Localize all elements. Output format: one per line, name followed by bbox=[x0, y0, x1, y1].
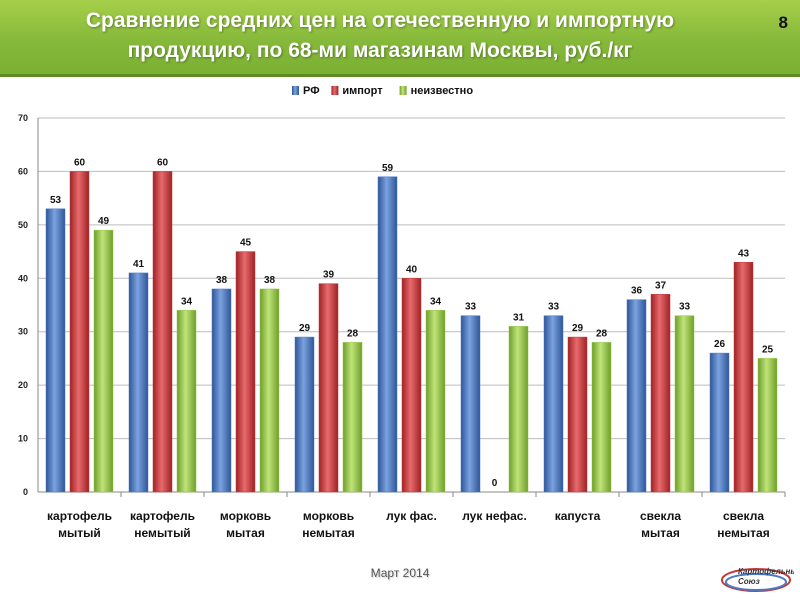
bar-unknown bbox=[93, 229, 114, 493]
y-tick-label: 10 bbox=[18, 434, 28, 444]
x-category-label: морковь bbox=[303, 509, 354, 523]
data-label: 28 bbox=[596, 328, 608, 339]
bar-import bbox=[733, 262, 754, 493]
bar-import bbox=[318, 283, 339, 493]
data-label: 38 bbox=[264, 275, 276, 286]
x-category-label: капуста bbox=[555, 509, 601, 523]
bar-import bbox=[567, 336, 588, 493]
data-label: 33 bbox=[465, 302, 477, 313]
bar-rf bbox=[45, 208, 66, 493]
page-number: 8 bbox=[778, 13, 788, 32]
bar-rf bbox=[709, 352, 730, 493]
bar-rf bbox=[626, 299, 647, 493]
data-label: 26 bbox=[714, 339, 726, 350]
bar-rf bbox=[460, 315, 481, 493]
x-category-label: мытая bbox=[226, 526, 265, 540]
bar-unknown bbox=[342, 342, 363, 493]
data-label: 34 bbox=[430, 296, 442, 307]
data-label: 49 bbox=[98, 216, 110, 227]
bar-rf bbox=[377, 176, 398, 493]
data-label: 37 bbox=[655, 280, 667, 291]
bar-unknown bbox=[425, 310, 446, 493]
y-tick-label: 60 bbox=[18, 166, 28, 176]
title-line-2: продукцию, по 68-ми магазинам Москвы, ру… bbox=[127, 39, 633, 62]
bar-unknown bbox=[591, 342, 612, 493]
data-label: 0 bbox=[492, 478, 498, 489]
x-category-label: лук нефас. bbox=[462, 509, 527, 523]
bars bbox=[45, 171, 778, 493]
legend-swatch-rf bbox=[292, 86, 299, 95]
x-category-label: немытая bbox=[302, 526, 354, 540]
x-category-label: свекла bbox=[723, 509, 764, 523]
bar-chart: 0 10 20 30 40 50 60 70 картофель мытый картофель не… bbox=[18, 85, 786, 540]
bar-rf bbox=[294, 336, 315, 493]
data-label: 29 bbox=[299, 323, 311, 334]
y-tick-label: 20 bbox=[18, 380, 28, 390]
data-labels: 53 60 49 41 60 34 38 45 38 29 39 28 59 40 34 33 0 31 33 29 2… bbox=[50, 157, 774, 489]
x-category-label: морковь bbox=[220, 509, 271, 523]
legend-swatch-unknown bbox=[399, 86, 407, 95]
data-label: 29 bbox=[572, 323, 584, 334]
bar-unknown bbox=[259, 288, 280, 493]
bar-import bbox=[69, 171, 90, 493]
legend-label: импорт bbox=[342, 85, 383, 97]
legend-swatch-import bbox=[331, 86, 339, 95]
bar-unknown bbox=[176, 310, 197, 493]
y-tick-label: 0 bbox=[23, 487, 28, 497]
data-label: 33 bbox=[679, 302, 691, 313]
y-tick-label: 40 bbox=[18, 273, 28, 283]
kartofelny-soyuz-logo: Картофельный Союз bbox=[721, 567, 794, 592]
bar-unknown bbox=[674, 315, 695, 493]
bar-import bbox=[650, 294, 671, 493]
x-category-label: немытый bbox=[134, 526, 190, 540]
page-title: Сравнение средних цен на отечественную и… bbox=[30, 6, 730, 66]
x-category-label: картофель bbox=[47, 509, 112, 523]
x-category-label: мытая bbox=[641, 526, 680, 540]
data-label: 43 bbox=[738, 248, 750, 259]
bar-import bbox=[235, 251, 256, 493]
title-line-1: Сравнение средних цен на отечественную и… bbox=[85, 9, 675, 32]
data-label: 31 bbox=[513, 312, 525, 323]
y-tick-label: 30 bbox=[18, 327, 28, 337]
x-category-label: немытая bbox=[717, 526, 769, 540]
data-label: 60 bbox=[157, 157, 169, 168]
data-label: 41 bbox=[133, 259, 145, 270]
data-label: 60 bbox=[74, 157, 86, 168]
data-label: 38 bbox=[216, 275, 228, 286]
data-label: 25 bbox=[762, 344, 774, 355]
bar-rf bbox=[128, 272, 149, 493]
data-label: 28 bbox=[347, 328, 359, 339]
data-label: 34 bbox=[181, 296, 193, 307]
data-label: 36 bbox=[631, 286, 643, 297]
legend-label: неизвестно bbox=[411, 85, 474, 97]
title-banner: Сравнение средних цен на отечественную и… bbox=[0, 0, 800, 77]
x-category-label: картофель bbox=[130, 509, 195, 523]
y-tick-label: 50 bbox=[18, 220, 28, 230]
y-tick-label: 70 bbox=[18, 113, 28, 123]
legend-label: РФ bbox=[303, 85, 320, 97]
data-label: 33 bbox=[548, 302, 560, 313]
data-label: 45 bbox=[240, 238, 252, 249]
bar-rf bbox=[211, 288, 232, 493]
legend: РФ импорт неизвестно bbox=[292, 85, 473, 97]
data-label: 39 bbox=[323, 270, 335, 281]
bar-import bbox=[401, 278, 422, 493]
x-category-label: мытый bbox=[58, 526, 101, 540]
bar-import bbox=[152, 171, 173, 493]
data-label: 40 bbox=[406, 264, 418, 275]
bar-rf bbox=[543, 315, 564, 493]
x-category-label: лук фас. bbox=[386, 509, 437, 523]
bar-unknown bbox=[508, 326, 529, 493]
bar-unknown bbox=[757, 358, 778, 493]
logo-text-line-2: Союз bbox=[738, 577, 760, 586]
footer-date: Март 2014 bbox=[370, 566, 430, 580]
logo-text-line-1: Картофельный bbox=[738, 567, 794, 576]
data-label: 59 bbox=[382, 163, 394, 174]
data-label: 53 bbox=[50, 195, 62, 206]
x-category-label: свекла bbox=[640, 509, 681, 523]
